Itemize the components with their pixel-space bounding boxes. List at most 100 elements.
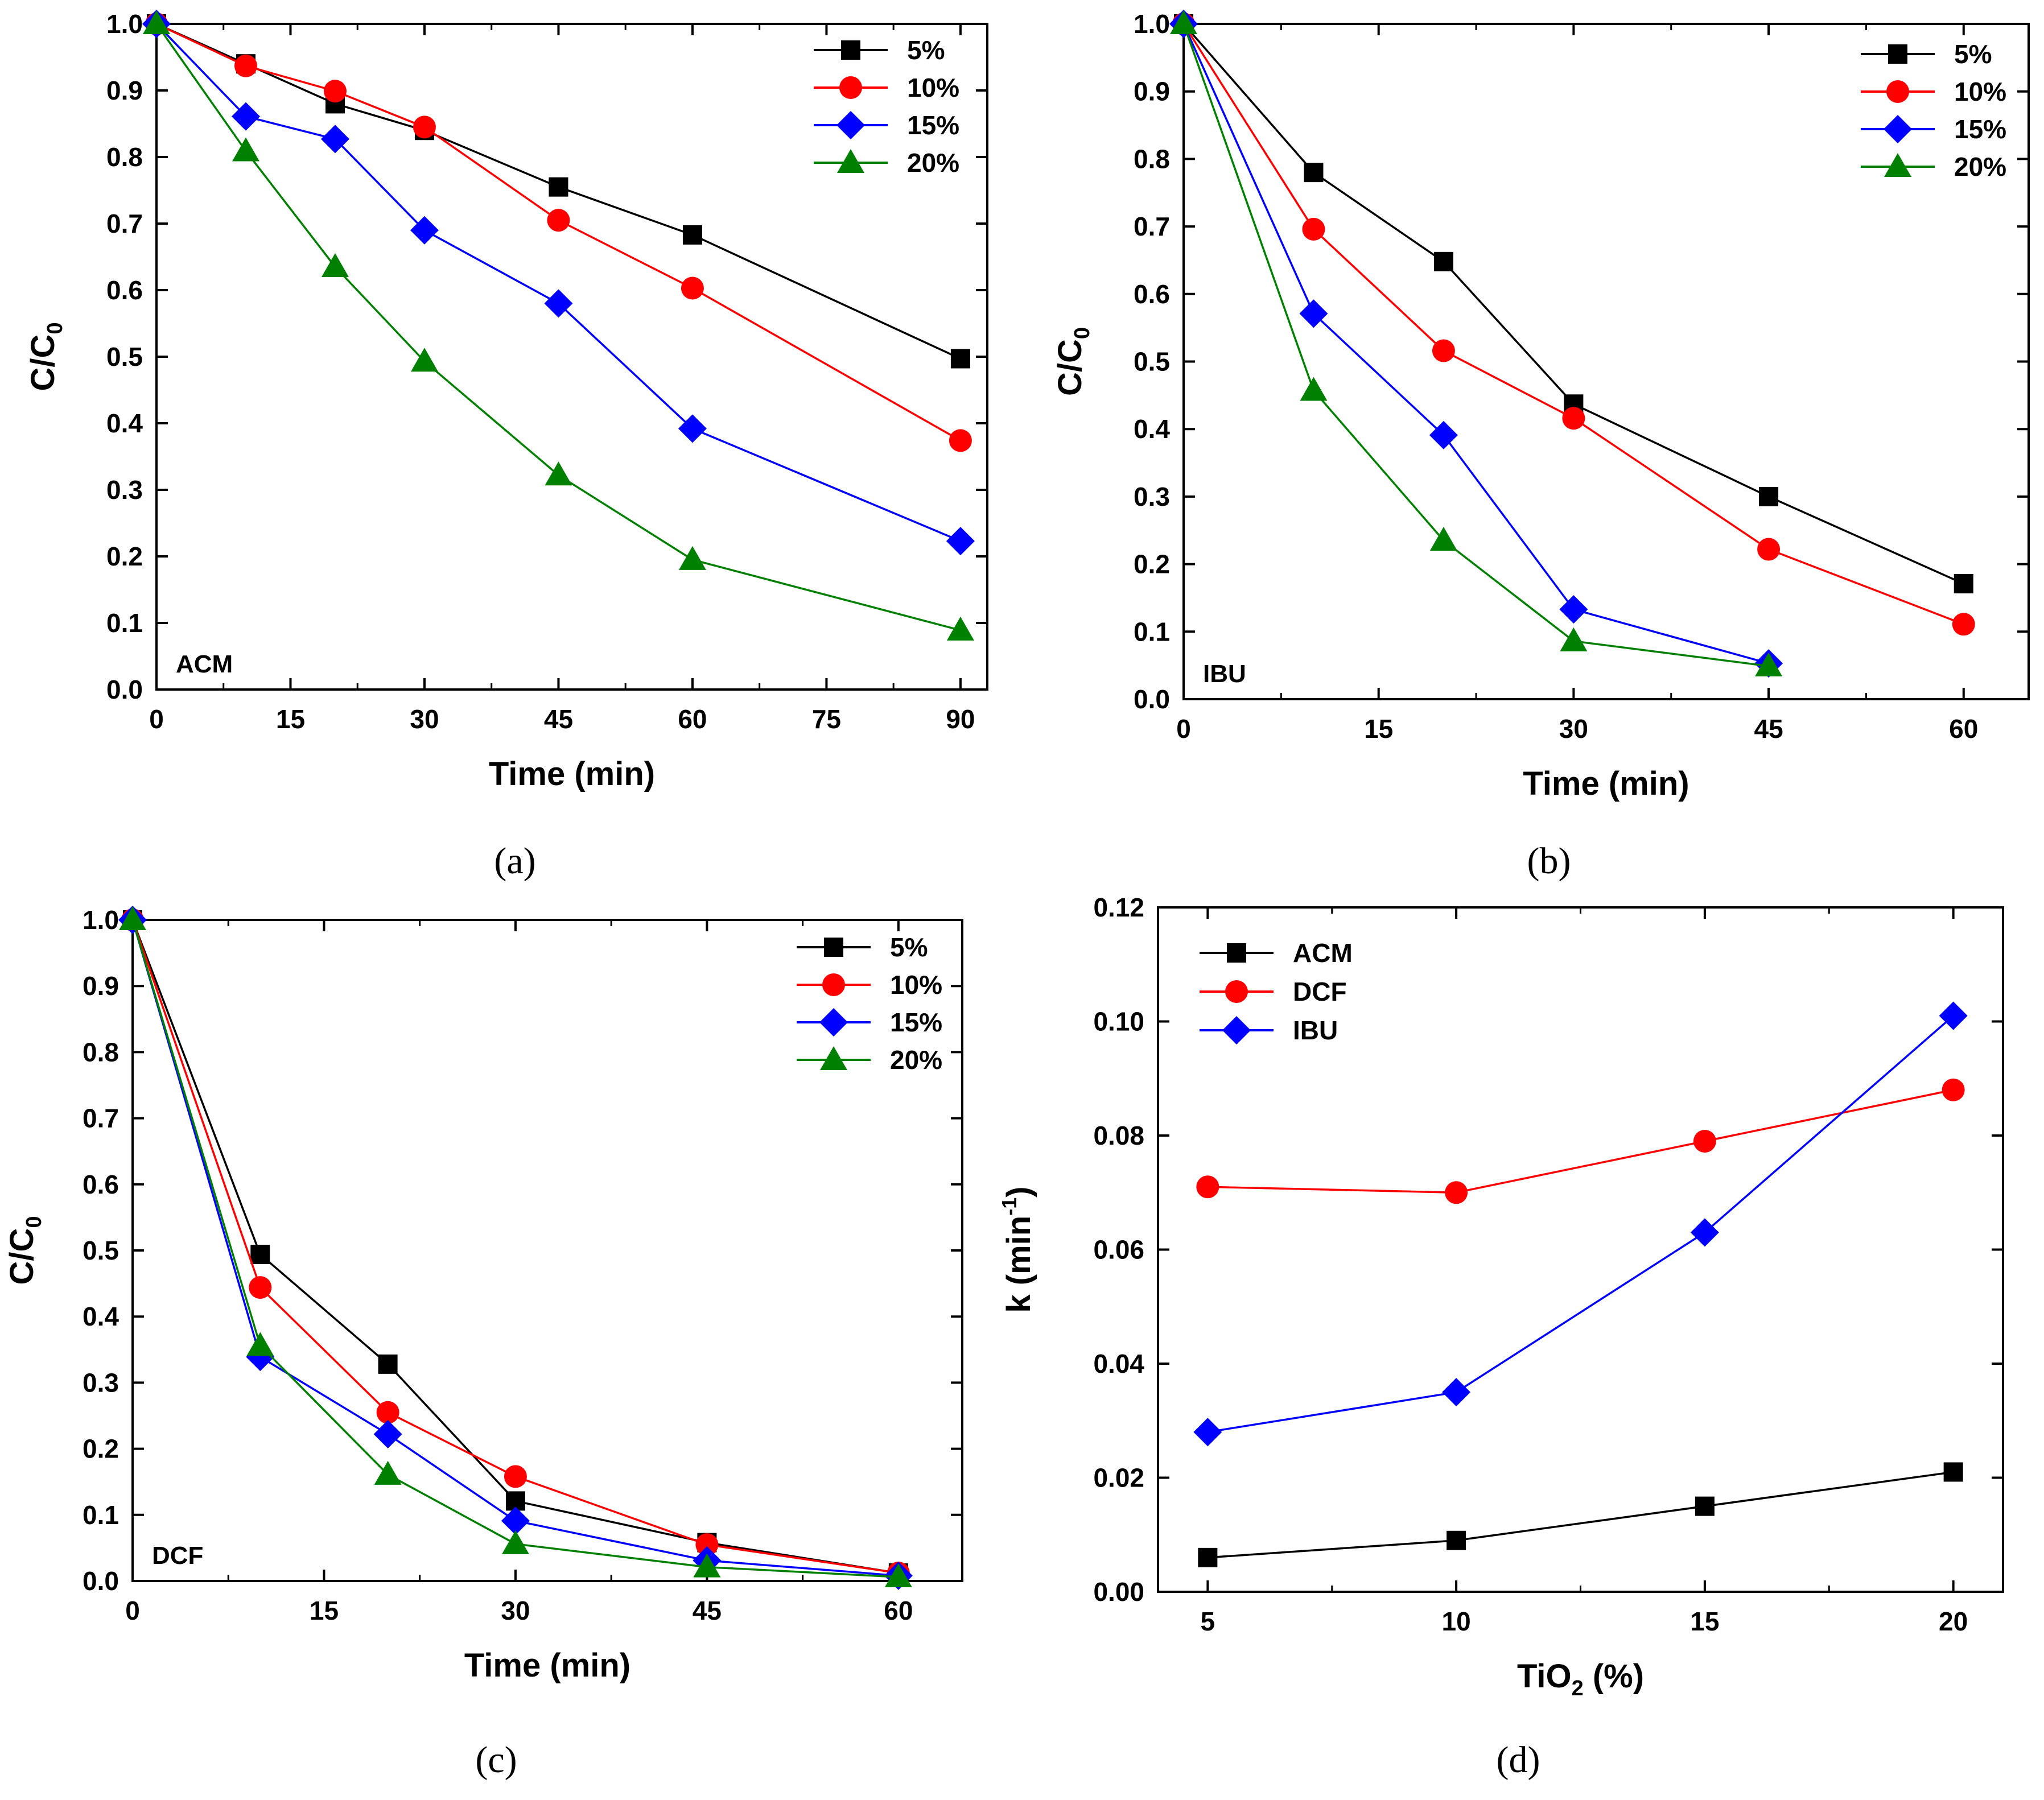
chart-1-data-point (682, 225, 702, 245)
chart-2-data-point (1755, 652, 1783, 676)
chart-2-series-line (1182, 23, 1964, 585)
chart-4-legend-marker (1222, 1016, 1251, 1045)
chart-1-data-point (231, 102, 260, 131)
chart-1-legend-label: 5% (907, 35, 945, 65)
chart-1-data-point (950, 349, 970, 369)
chart-2-x-tick-label: 30 (1559, 714, 1588, 744)
chart-2-y-tick-label: 0.8 (1134, 144, 1170, 174)
chart-2-data-point (1302, 217, 1325, 241)
chart-4-legend-label: DCF (1293, 977, 1347, 1006)
chart-2-data-point (1432, 339, 1455, 362)
chart-4-data-point (1196, 1175, 1219, 1199)
chart-3-legend-marker (819, 1008, 848, 1037)
chart-3-data-point (374, 1460, 402, 1485)
chart-2-series-15% (1169, 10, 1783, 678)
chart-4-legend-label: IBU (1293, 1015, 1338, 1045)
chart-2-x-tick-label: 15 (1364, 714, 1393, 744)
chart-2-y-tick-label: 0.2 (1134, 550, 1170, 579)
chart-4-data-point (1690, 1218, 1719, 1247)
chart-1-x-tick-label: 0 (149, 704, 164, 734)
chart-3-x-axis-label: Time (min) (464, 1647, 630, 1684)
chart-3-data-point (249, 1276, 272, 1299)
chart-2-x-axis-label: Time (min) (1523, 765, 1689, 802)
chart-2-y-tick-label: 0.4 (1134, 414, 1170, 444)
chart-1-data-point (946, 616, 974, 641)
chart-4-plot-frame (1157, 906, 2004, 1593)
chart-3-panel: 0 15 30 45 60 0.0 0.1 0.2 0.3 0.4 0.5 0.6 0.7 0.8 0.9 1… (3, 905, 963, 1781)
chart-3-x-tick-label: 60 (884, 1596, 913, 1625)
chart-1-data-point (232, 137, 259, 162)
chart-1-data-point (320, 125, 349, 154)
chart-2-panel-caption: (b) (1527, 840, 1571, 882)
chart-4-series-IBU (1193, 1001, 1968, 1447)
chart-1-y-tick-label: 1.0 (106, 9, 143, 39)
chart-1-y-tick-label: 0.9 (106, 76, 143, 105)
chart-1-legend-marker (841, 40, 860, 60)
chart-4-x-axis-label: TiO2 (%) (1517, 1658, 1644, 1700)
chart-4-data-point (1447, 1530, 1466, 1550)
chart-1-data-point (949, 429, 972, 452)
chart-2-series-line (1182, 23, 1769, 667)
chart-4-data-point (1693, 1130, 1716, 1153)
chart-3-series-line (131, 919, 899, 1574)
chart-4-data-point (1942, 1078, 1965, 1101)
chart-4-panel: 5 10 15 20 0.00 0.02 0.04 0.06 0.08 0.10 0.12 TiO2 … (998, 893, 2004, 1781)
chart-1-panel-caption: (a) (494, 840, 535, 882)
chart-1-x-tick-label: 90 (946, 704, 975, 734)
chart-4-series-line (1208, 1471, 1954, 1559)
chart-2-legend-label: 15% (1954, 114, 2006, 144)
chart-1-panel: 0 15 30 45 60 75 90 0.0 0.1 0.2 0.3 0.4 0.5 0.6 0.7 0.8… (24, 9, 988, 882)
chart-3-y-tick-label: 0.8 (83, 1037, 119, 1067)
chart-4-data-point (1939, 1001, 1968, 1030)
chart-2-data-point (1559, 595, 1588, 624)
chart-4-x-tick-label: 20 (1939, 1607, 1968, 1636)
chart-2-data-point (1429, 420, 1458, 449)
chart-3-data-point (693, 1553, 721, 1578)
chart-2-series-line (1182, 23, 1964, 625)
chart-1-legend-marker (837, 149, 864, 173)
chart-1-y-tick-label: 0.3 (106, 475, 143, 505)
chart-2-series-10% (1172, 13, 1975, 636)
chart-2-legend-marker (1886, 80, 1909, 103)
chart-1-data-point (234, 54, 257, 77)
chart-3-y-tick-label: 0.5 (83, 1236, 119, 1265)
chart-3-y-tick-label: 0.2 (83, 1434, 119, 1464)
chart-1-data-point (681, 276, 704, 300)
chart-4-data-point (1193, 1418, 1222, 1447)
chart-4-data-point (1695, 1496, 1715, 1516)
chart-2-data-point (1759, 486, 1779, 506)
chart-3-series-line (131, 919, 899, 1577)
chart-1-y-axis-label: C/C0 (24, 322, 67, 391)
chart-3-legend-label: 15% (890, 1008, 942, 1037)
chart-2-legend-label: 20% (1954, 152, 2006, 181)
chart-2-legend-marker (1884, 153, 1911, 177)
chart-2-data-point (1560, 627, 1588, 651)
chart-1-data-point (323, 80, 347, 103)
chart-2-series-20% (1170, 10, 1783, 676)
chart-1-y-tick-label: 0.1 (106, 608, 143, 638)
chart-1-legend-label: 20% (907, 148, 959, 177)
chart-4-y-tick-label: 0.00 (1093, 1577, 1144, 1607)
chart-4-series-DCF (1196, 1078, 1965, 1204)
chart-1-y-tick-label: 0.2 (106, 542, 143, 571)
chart-3-y-tick-label: 0.3 (83, 1368, 119, 1397)
chart-3-data-point (695, 1533, 719, 1557)
chart-3-y-axis-label: C/C0 (3, 1216, 46, 1285)
chart-1-x-axis-label: Time (min) (489, 755, 655, 792)
chart-3-y-tick-label: 1.0 (83, 905, 119, 935)
chart-3-y-tick-label: 0.1 (83, 1500, 119, 1530)
chart-1-x-tick-label: 60 (678, 704, 707, 734)
chart-1-legend-marker (839, 76, 862, 99)
chart-2-y-tick-label: 0.3 (1134, 482, 1170, 511)
chart-3-legend-marker (822, 973, 845, 996)
chart-1-x-tick-label: 75 (812, 704, 841, 734)
chart-4-legend-marker (1227, 943, 1246, 963)
chart-4-data-point (1198, 1547, 1218, 1567)
chart-3-legend-label: 20% (890, 1045, 942, 1075)
chart-4-legend-label: ACM (1293, 938, 1353, 968)
chart-1-data-point (544, 289, 573, 318)
chart-4-data-point (1943, 1462, 1963, 1482)
chart-3-data-point (504, 1465, 527, 1488)
chart-1-data-point (678, 414, 707, 443)
chart-2-data-point (1433, 251, 1453, 271)
